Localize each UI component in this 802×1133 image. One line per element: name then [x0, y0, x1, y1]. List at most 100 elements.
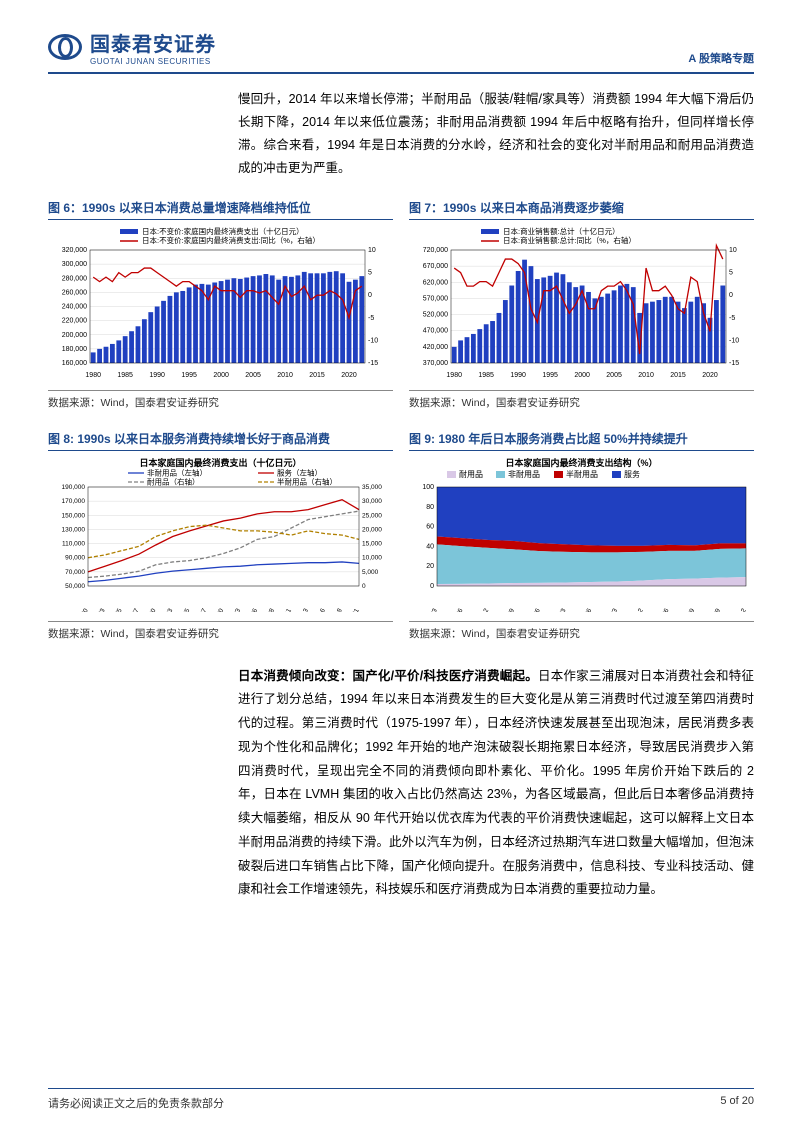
svg-text:半耐用品: 半耐用品 [566, 469, 598, 479]
svg-text:670,000: 670,000 [423, 263, 448, 270]
svg-text:2018: 2018 [330, 607, 343, 612]
svg-text:2013-06: 2013-06 [652, 607, 670, 612]
svg-text:20,000: 20,000 [362, 526, 382, 533]
svg-text:470,000: 470,000 [423, 327, 448, 334]
svg-text:10: 10 [368, 247, 376, 254]
svg-text:2010: 2010 [277, 372, 293, 379]
svg-text:40: 40 [426, 543, 434, 550]
svg-text:1980: 1980 [76, 607, 89, 612]
svg-text:260,000: 260,000 [62, 289, 87, 296]
svg-text:1999-03: 1999-03 [549, 607, 567, 612]
chart8: 日本家庭国内最终消费支出（十亿日元）非耐用品（左轴）服务（左轴）耐用品（右轴）半… [48, 457, 393, 612]
svg-text:0: 0 [368, 292, 372, 299]
svg-text:2010-12: 2010-12 [627, 607, 645, 612]
chart6-title: 图 6：1990s 以来日本消费总量增速降档维持低位 [48, 199, 393, 220]
svg-text:5: 5 [729, 269, 733, 276]
header-topic: A 股策略专题 [688, 50, 754, 66]
body-heading: 日本消费倾向改变：国产化/平价/科技医疗消费崛起。 [238, 669, 538, 683]
svg-text:220,000: 220,000 [62, 317, 87, 324]
logo-icon [48, 34, 82, 60]
chart7: 日本:商业销售额:总计（十亿日元）日本:商业销售额:总计:同比（%，右轴） 370… [409, 226, 754, 381]
svg-text:2005: 2005 [245, 372, 261, 379]
svg-text:服务（左轴）: 服务（左轴） [277, 467, 322, 477]
svg-text:1995: 1995 [178, 607, 191, 612]
svg-text:1980-03: 1980-03 [421, 607, 439, 612]
svg-text:420,000: 420,000 [423, 343, 448, 350]
svg-text:2000: 2000 [212, 607, 225, 612]
svg-text:620,000: 620,000 [423, 279, 448, 286]
svg-text:日本:不变价:家庭国内最终消费支出（十亿日元）: 日本:不变价:家庭国内最终消费支出（十亿日元） [142, 226, 304, 236]
logo-en: GUOTAI JUNAN SECURITIES [90, 57, 216, 66]
chart7-title: 图 7：1990s 以来日本商品消费逐步萎缩 [409, 199, 754, 220]
svg-text:非耐用品（左轴）: 非耐用品（左轴） [147, 467, 207, 477]
logo-block: 国泰君安证券 GUOTAI JUNAN SECURITIES [48, 28, 216, 66]
svg-text:0: 0 [362, 583, 366, 590]
svg-text:日本:商业销售额:总计:同比（%，右轴）: 日本:商业销售额:总计:同比（%，右轴） [503, 235, 636, 245]
svg-text:1980: 1980 [85, 372, 101, 379]
svg-text:0: 0 [729, 292, 733, 299]
svg-text:1980: 1980 [446, 372, 462, 379]
svg-text:1997: 1997 [195, 607, 208, 612]
svg-text:2016: 2016 [314, 607, 327, 612]
svg-text:520,000: 520,000 [423, 311, 448, 318]
svg-text:10,000: 10,000 [362, 554, 382, 561]
svg-text:2015: 2015 [309, 372, 325, 379]
svg-text:1991-09: 1991-09 [498, 607, 516, 612]
svg-text:2000: 2000 [213, 372, 229, 379]
svg-text:100: 100 [422, 484, 434, 491]
svg-text:-5: -5 [368, 314, 374, 321]
svg-text:1995: 1995 [181, 372, 197, 379]
intro-paragraph: 慢回升，2014 年以来增长停滞；半耐用品（服装/鞋帽/家具等）消费额 1994… [238, 88, 754, 181]
svg-text:570,000: 570,000 [423, 295, 448, 302]
svg-text:1987: 1987 [127, 607, 140, 612]
svg-text:0: 0 [430, 583, 434, 590]
svg-text:日本家庭国内最终消费支出（十亿日元）: 日本家庭国内最终消费支出（十亿日元） [139, 457, 301, 468]
svg-text:2020: 2020 [702, 372, 718, 379]
svg-text:服务: 服务 [624, 469, 640, 479]
svg-text:日本:不变价:家庭国内最终消费支出:同比（%，右轴）: 日本:不变价:家庭国内最终消费支出:同比（%，右轴） [142, 235, 320, 245]
chart9-title: 图 9: 1980 年后日本服务消费占比超 50%并持续提升 [409, 430, 754, 451]
svg-text:1995: 1995 [542, 372, 558, 379]
svg-text:370,000: 370,000 [423, 360, 448, 367]
svg-text:5,000: 5,000 [362, 568, 379, 575]
svg-text:60: 60 [426, 523, 434, 530]
svg-text:2015: 2015 [670, 372, 686, 379]
svg-text:1985: 1985 [110, 607, 123, 612]
chart7-source: 数据来源：Wind，国泰君安证券研究 [409, 390, 754, 410]
svg-text:130,000: 130,000 [62, 526, 86, 533]
chart9: 日本家庭国内最终消费支出结构（%）耐用品非耐用品半耐用品服务0204060801… [409, 457, 754, 612]
svg-text:1993: 1993 [161, 607, 174, 612]
svg-text:35,000: 35,000 [362, 484, 382, 491]
svg-text:160,000: 160,000 [62, 360, 87, 367]
svg-text:耐用品（右轴）: 耐用品（右轴） [147, 476, 200, 486]
svg-text:-15: -15 [368, 360, 378, 367]
svg-text:1984-06: 1984-06 [446, 607, 464, 612]
svg-text:1987-12: 1987-12 [472, 607, 490, 612]
svg-text:720,000: 720,000 [423, 247, 448, 254]
svg-text:110,000: 110,000 [62, 540, 85, 547]
svg-text:2011: 2011 [280, 607, 293, 612]
body-content: 日本作家三浦展对日本消费社会和特征进行了划分总结，1994 年以来日本消费发生的… [238, 669, 754, 897]
chart6-source: 数据来源：Wind，国泰君安证券研究 [48, 390, 393, 410]
svg-text:2003: 2003 [229, 607, 242, 612]
svg-text:2004-06: 2004-06 [575, 607, 593, 612]
svg-text:320,000: 320,000 [62, 247, 87, 254]
svg-text:150,000: 150,000 [62, 512, 86, 519]
svg-text:2005: 2005 [606, 372, 622, 379]
svg-text:非耐用品: 非耐用品 [508, 469, 540, 479]
svg-text:2008: 2008 [263, 607, 276, 612]
svg-text:-5: -5 [729, 314, 735, 321]
svg-text:日本:商业销售额:总计（十亿日元）: 日本:商业销售额:总计（十亿日元） [503, 226, 620, 236]
disclaimer: 请务必阅读正文之后的免责条款部分 [48, 1095, 224, 1111]
svg-text:2020-09: 2020-09 [704, 607, 722, 612]
page-header: 国泰君安证券 GUOTAI JUNAN SECURITIES A 股策略专题 [48, 28, 754, 74]
svg-text:1985: 1985 [117, 372, 133, 379]
svg-text:90,000: 90,000 [65, 554, 85, 561]
svg-text:10: 10 [729, 247, 737, 254]
svg-text:240,000: 240,000 [62, 303, 87, 310]
chart6: 日本:不变价:家庭国内最终消费支出（十亿日元）日本:不变价:家庭国内最终消费支出… [48, 226, 393, 381]
svg-text:50,000: 50,000 [65, 583, 85, 590]
svg-text:日本家庭国内最终消费支出结构（%）: 日本家庭国内最终消费支出结构（%） [505, 457, 657, 468]
svg-text:1990: 1990 [144, 607, 157, 612]
svg-text:80: 80 [426, 503, 434, 510]
